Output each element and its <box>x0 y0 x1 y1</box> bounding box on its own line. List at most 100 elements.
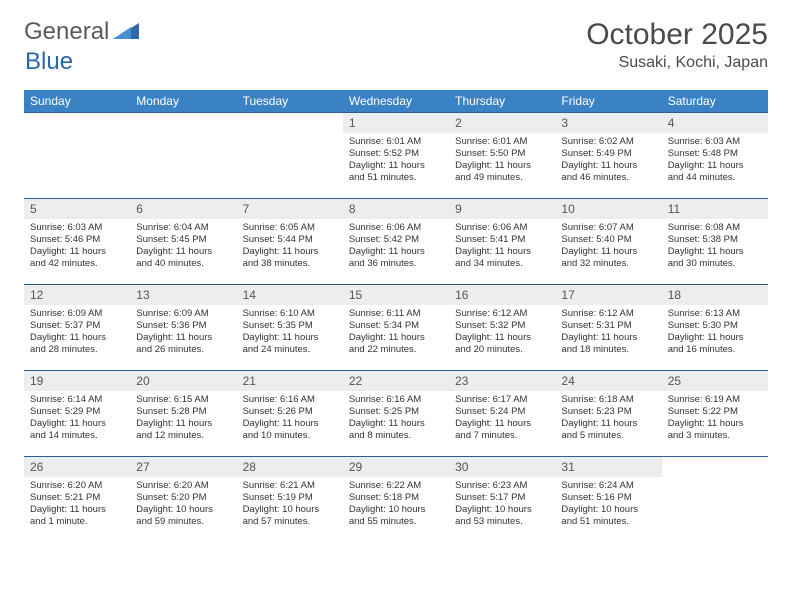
sunset-text: Sunset: 5:16 PM <box>561 492 655 504</box>
sunset-text: Sunset: 5:21 PM <box>30 492 124 504</box>
calendar-day-cell: 26Sunrise: 6:20 AMSunset: 5:21 PMDayligh… <box>24 457 130 543</box>
day-details: Sunrise: 6:14 AMSunset: 5:29 PMDaylight:… <box>24 391 130 446</box>
sunrise-text: Sunrise: 6:06 AM <box>349 222 443 234</box>
sunrise-text: Sunrise: 6:09 AM <box>136 308 230 320</box>
day-details: Sunrise: 6:01 AMSunset: 5:52 PMDaylight:… <box>343 133 449 188</box>
logo-text-blue: Blue <box>25 48 73 75</box>
day-number: 25 <box>662 371 768 391</box>
day-number: 16 <box>449 285 555 305</box>
sunset-text: Sunset: 5:32 PM <box>455 320 549 332</box>
daylight-text: Daylight: 11 hours and 24 minutes. <box>243 332 337 356</box>
sunrise-text: Sunrise: 6:22 AM <box>349 480 443 492</box>
daylight-text: Daylight: 10 hours and 53 minutes. <box>455 504 549 528</box>
sunrise-text: Sunrise: 6:01 AM <box>349 136 443 148</box>
sunset-text: Sunset: 5:17 PM <box>455 492 549 504</box>
day-number: 6 <box>130 199 236 219</box>
sunrise-text: Sunrise: 6:11 AM <box>349 308 443 320</box>
sunrise-text: Sunrise: 6:12 AM <box>455 308 549 320</box>
sunrise-text: Sunrise: 6:20 AM <box>136 480 230 492</box>
sunrise-text: Sunrise: 6:16 AM <box>349 394 443 406</box>
calendar-day-cell: 6Sunrise: 6:04 AMSunset: 5:45 PMDaylight… <box>130 199 236 285</box>
day-details: Sunrise: 6:16 AMSunset: 5:25 PMDaylight:… <box>343 391 449 446</box>
day-details: Sunrise: 6:09 AMSunset: 5:37 PMDaylight:… <box>24 305 130 360</box>
calendar-day-cell: 9Sunrise: 6:06 AMSunset: 5:41 PMDaylight… <box>449 199 555 285</box>
day-number: 26 <box>24 457 130 477</box>
logo-triangle-icon <box>113 18 139 46</box>
day-number: 30 <box>449 457 555 477</box>
calendar-day-cell: 12Sunrise: 6:09 AMSunset: 5:37 PMDayligh… <box>24 285 130 371</box>
day-details: Sunrise: 6:06 AMSunset: 5:41 PMDaylight:… <box>449 219 555 274</box>
sunrise-text: Sunrise: 6:03 AM <box>668 136 762 148</box>
daylight-text: Daylight: 11 hours and 34 minutes. <box>455 246 549 270</box>
day-details: Sunrise: 6:03 AMSunset: 5:46 PMDaylight:… <box>24 219 130 274</box>
daylight-text: Daylight: 11 hours and 32 minutes. <box>561 246 655 270</box>
weekday-header-row: SundayMondayTuesdayWednesdayThursdayFrid… <box>24 90 768 113</box>
sunset-text: Sunset: 5:48 PM <box>668 148 762 160</box>
day-number: 31 <box>555 457 661 477</box>
title-block: October 2025 Susaki, Kochi, Japan <box>586 18 768 72</box>
day-details: Sunrise: 6:01 AMSunset: 5:50 PMDaylight:… <box>449 133 555 188</box>
daylight-text: Daylight: 11 hours and 10 minutes. <box>243 418 337 442</box>
calendar-day-cell: 27Sunrise: 6:20 AMSunset: 5:20 PMDayligh… <box>130 457 236 543</box>
day-number: 24 <box>555 371 661 391</box>
sunrise-text: Sunrise: 6:20 AM <box>30 480 124 492</box>
day-number: 13 <box>130 285 236 305</box>
daylight-text: Daylight: 11 hours and 49 minutes. <box>455 160 549 184</box>
calendar-week-row: 5Sunrise: 6:03 AMSunset: 5:46 PMDaylight… <box>24 199 768 285</box>
day-number: 21 <box>237 371 343 391</box>
weekday-header: Monday <box>130 90 236 113</box>
weekday-header: Wednesday <box>343 90 449 113</box>
day-details: Sunrise: 6:17 AMSunset: 5:24 PMDaylight:… <box>449 391 555 446</box>
daylight-text: Daylight: 11 hours and 14 minutes. <box>30 418 124 442</box>
daylight-text: Daylight: 11 hours and 20 minutes. <box>455 332 549 356</box>
location-subtitle: Susaki, Kochi, Japan <box>586 54 768 72</box>
calendar-day-cell: 16Sunrise: 6:12 AMSunset: 5:32 PMDayligh… <box>449 285 555 371</box>
day-number: 8 <box>343 199 449 219</box>
day-details: Sunrise: 6:07 AMSunset: 5:40 PMDaylight:… <box>555 219 661 274</box>
calendar-week-row: 19Sunrise: 6:14 AMSunset: 5:29 PMDayligh… <box>24 371 768 457</box>
sunrise-text: Sunrise: 6:03 AM <box>30 222 124 234</box>
sunrise-text: Sunrise: 6:05 AM <box>243 222 337 234</box>
sunrise-text: Sunrise: 6:21 AM <box>243 480 337 492</box>
sunset-text: Sunset: 5:44 PM <box>243 234 337 246</box>
sunset-text: Sunset: 5:37 PM <box>30 320 124 332</box>
day-details: Sunrise: 6:06 AMSunset: 5:42 PMDaylight:… <box>343 219 449 274</box>
day-details: Sunrise: 6:15 AMSunset: 5:28 PMDaylight:… <box>130 391 236 446</box>
calendar-day-cell: 5Sunrise: 6:03 AMSunset: 5:46 PMDaylight… <box>24 199 130 285</box>
day-details: Sunrise: 6:20 AMSunset: 5:20 PMDaylight:… <box>130 477 236 532</box>
daylight-text: Daylight: 11 hours and 51 minutes. <box>349 160 443 184</box>
calendar-day-cell: 13Sunrise: 6:09 AMSunset: 5:36 PMDayligh… <box>130 285 236 371</box>
daylight-text: Daylight: 11 hours and 8 minutes. <box>349 418 443 442</box>
day-details: Sunrise: 6:21 AMSunset: 5:19 PMDaylight:… <box>237 477 343 532</box>
calendar-day-cell: 29Sunrise: 6:22 AMSunset: 5:18 PMDayligh… <box>343 457 449 543</box>
sunrise-text: Sunrise: 6:12 AM <box>561 308 655 320</box>
calendar-day-cell: 24Sunrise: 6:18 AMSunset: 5:23 PMDayligh… <box>555 371 661 457</box>
weekday-header: Sunday <box>24 90 130 113</box>
day-details: Sunrise: 6:13 AMSunset: 5:30 PMDaylight:… <box>662 305 768 360</box>
calendar-day-cell <box>24 113 130 199</box>
sunrise-text: Sunrise: 6:13 AM <box>668 308 762 320</box>
daylight-text: Daylight: 10 hours and 59 minutes. <box>136 504 230 528</box>
day-number: 27 <box>130 457 236 477</box>
day-number: 20 <box>130 371 236 391</box>
daylight-text: Daylight: 11 hours and 16 minutes. <box>668 332 762 356</box>
day-details: Sunrise: 6:16 AMSunset: 5:26 PMDaylight:… <box>237 391 343 446</box>
sunset-text: Sunset: 5:28 PM <box>136 406 230 418</box>
day-details: Sunrise: 6:22 AMSunset: 5:18 PMDaylight:… <box>343 477 449 532</box>
calendar-day-cell: 15Sunrise: 6:11 AMSunset: 5:34 PMDayligh… <box>343 285 449 371</box>
calendar-body: 1Sunrise: 6:01 AMSunset: 5:52 PMDaylight… <box>24 113 768 543</box>
calendar-day-cell: 8Sunrise: 6:06 AMSunset: 5:42 PMDaylight… <box>343 199 449 285</box>
day-number: 19 <box>24 371 130 391</box>
day-details: Sunrise: 6:12 AMSunset: 5:32 PMDaylight:… <box>449 305 555 360</box>
sunset-text: Sunset: 5:45 PM <box>136 234 230 246</box>
weekday-header: Tuesday <box>237 90 343 113</box>
day-details: Sunrise: 6:19 AMSunset: 5:22 PMDaylight:… <box>662 391 768 446</box>
calendar-day-cell: 22Sunrise: 6:16 AMSunset: 5:25 PMDayligh… <box>343 371 449 457</box>
day-details: Sunrise: 6:02 AMSunset: 5:49 PMDaylight:… <box>555 133 661 188</box>
sunset-text: Sunset: 5:31 PM <box>561 320 655 332</box>
sunset-text: Sunset: 5:24 PM <box>455 406 549 418</box>
sunset-text: Sunset: 5:41 PM <box>455 234 549 246</box>
calendar-table: SundayMondayTuesdayWednesdayThursdayFrid… <box>24 90 768 543</box>
weekday-header: Saturday <box>662 90 768 113</box>
daylight-text: Daylight: 11 hours and 22 minutes. <box>349 332 443 356</box>
